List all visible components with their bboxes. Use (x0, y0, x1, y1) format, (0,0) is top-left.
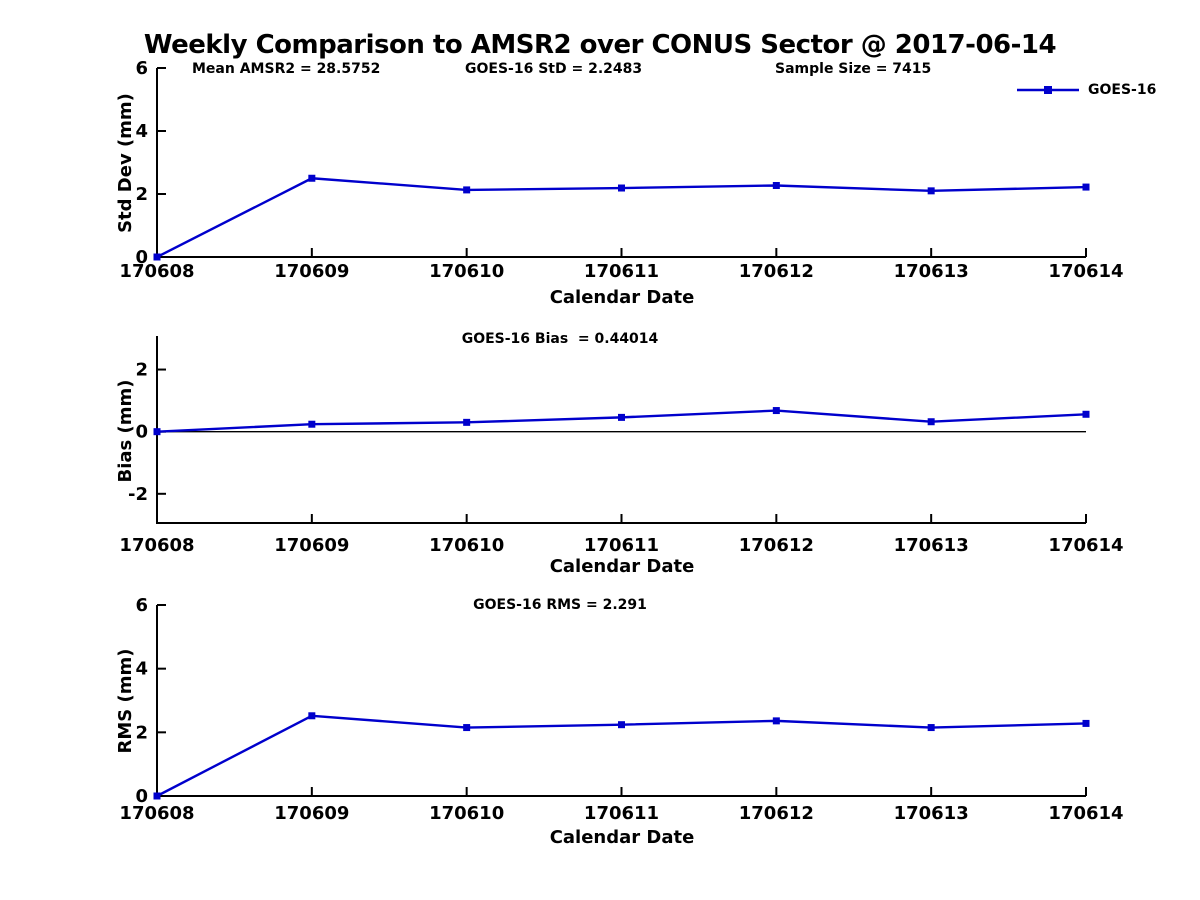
stddev-chart: 0 2 4 6 170608 170609 170610 170611 170612 170613… (119, 58, 1123, 282)
y-tick-label: 6 (135, 58, 148, 79)
data-marker (463, 186, 471, 194)
data-marker (927, 418, 935, 426)
x-tick-label: 170609 (274, 803, 349, 824)
x-tick-label: 170608 (119, 261, 194, 282)
x-tick-label: 170614 (1048, 535, 1123, 556)
rms-chart-title: GOES-16 RMS = 2.291 (473, 597, 647, 613)
data-marker (927, 187, 935, 195)
x-tick-label: 170611 (584, 803, 659, 824)
bias-y-axis-label: Bias (mm) (115, 379, 136, 483)
data-marker (618, 721, 625, 729)
x-tick-label: 170609 (274, 261, 349, 282)
data-marker (308, 712, 316, 720)
annotation-sample-size: Sample Size = 7415 (775, 61, 932, 77)
x-tick-label: 170611 (584, 261, 659, 282)
x-tick-label: 170612 (739, 803, 814, 824)
data-marker (153, 428, 161, 436)
x-tick-label: 170612 (739, 261, 814, 282)
x-tick-label: 170608 (119, 803, 194, 824)
annotation-goes16-std: GOES-16 StD = 2.2483 (465, 61, 643, 77)
x-tick-label: 170610 (429, 803, 504, 824)
stddev-y-axis-label: Std Dev (mm) (115, 93, 136, 233)
stddev-x-axis-label: Calendar Date (549, 287, 695, 308)
x-tick-label: 170614 (1048, 261, 1123, 282)
data-marker (153, 792, 161, 800)
x-tick-label: 170613 (894, 261, 969, 282)
legend: GOES-16 (1016, 82, 1156, 98)
x-tick-label: 170609 (274, 535, 349, 556)
legend-label: GOES-16 (1088, 82, 1157, 98)
y-tick-label: 2 (135, 722, 148, 743)
x-tick-label: 170610 (429, 535, 504, 556)
y-tick-label: 0 (135, 786, 148, 807)
data-marker (463, 418, 471, 426)
x-tick-label: 170613 (894, 803, 969, 824)
y-tick-label: 4 (135, 659, 148, 680)
data-marker (927, 724, 935, 732)
bias-chart: -2 0 2 170608 170609 170610 170611 170612 170613… (119, 336, 1124, 556)
y-tick-label: 0 (135, 422, 148, 443)
data-marker (308, 420, 316, 428)
bias-chart-title: GOES-16 Bias = 0.44014 (461, 331, 659, 347)
x-tick-label: 170613 (894, 535, 969, 556)
data-line (155, 409, 1088, 433)
bias-x-axis-label: Calendar Date (549, 556, 695, 577)
data-marker (618, 184, 625, 192)
data-marker (1082, 410, 1090, 418)
data-marker (772, 181, 780, 189)
x-tick-label: 170611 (584, 535, 659, 556)
data-marker (772, 717, 780, 725)
legend-line-sample-icon (1017, 86, 1079, 94)
data-marker (463, 724, 471, 732)
x-tick-label: 170610 (429, 261, 504, 282)
data-marker (1082, 183, 1090, 191)
y-tick-label: 2 (135, 184, 148, 205)
y-tick-label: 4 (135, 121, 148, 142)
data-marker (153, 253, 161, 261)
x-tick-label: 170612 (739, 535, 814, 556)
y-tick-label: 0 (135, 247, 148, 268)
annotation-mean-amsr2: Mean AMSR2 = 28.5752 (192, 61, 381, 77)
data-marker (772, 407, 780, 415)
y-tick-label: -2 (128, 484, 148, 505)
data-marker (1082, 719, 1090, 727)
y-tick-label: 6 (135, 595, 148, 616)
x-tick-label: 170614 (1048, 803, 1123, 824)
data-marker (618, 413, 625, 421)
figure-title: Weekly Comparison to AMSR2 over CONUS Se… (143, 30, 1057, 60)
rms-y-axis-label: RMS (mm) (115, 648, 136, 754)
rms-x-axis-label: Calendar Date (549, 827, 695, 848)
y-tick-label: 2 (135, 360, 148, 381)
x-tick-label: 170608 (119, 535, 194, 556)
data-marker (308, 174, 316, 182)
rms-chart: 0 2 4 6 170608 170609 170610 170611 170612 170613… (119, 595, 1123, 824)
